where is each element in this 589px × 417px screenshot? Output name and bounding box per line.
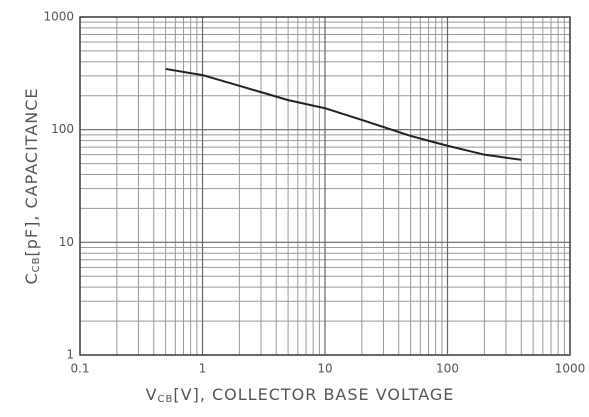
- plot-frame: [79, 16, 571, 356]
- x-tick-label: 0.1: [70, 362, 89, 376]
- y-tick-label: 10: [59, 235, 74, 249]
- data-line: [165, 67, 522, 161]
- x-tick-label: 10: [317, 362, 332, 376]
- y-tick-label: 1000: [43, 10, 74, 24]
- y-axis-label: CCB[pF], CAPACITANCE: [22, 87, 43, 284]
- x-axis-label: VCB[V], COLLECTOR BASE VOLTAGE: [146, 385, 455, 406]
- x-tick-label: 1000: [555, 362, 586, 376]
- y-tick-label: 100: [51, 122, 74, 136]
- x-tick-label: 1: [199, 362, 207, 376]
- x-tick-label: 100: [436, 362, 459, 376]
- y-tick-label: 1: [66, 348, 74, 362]
